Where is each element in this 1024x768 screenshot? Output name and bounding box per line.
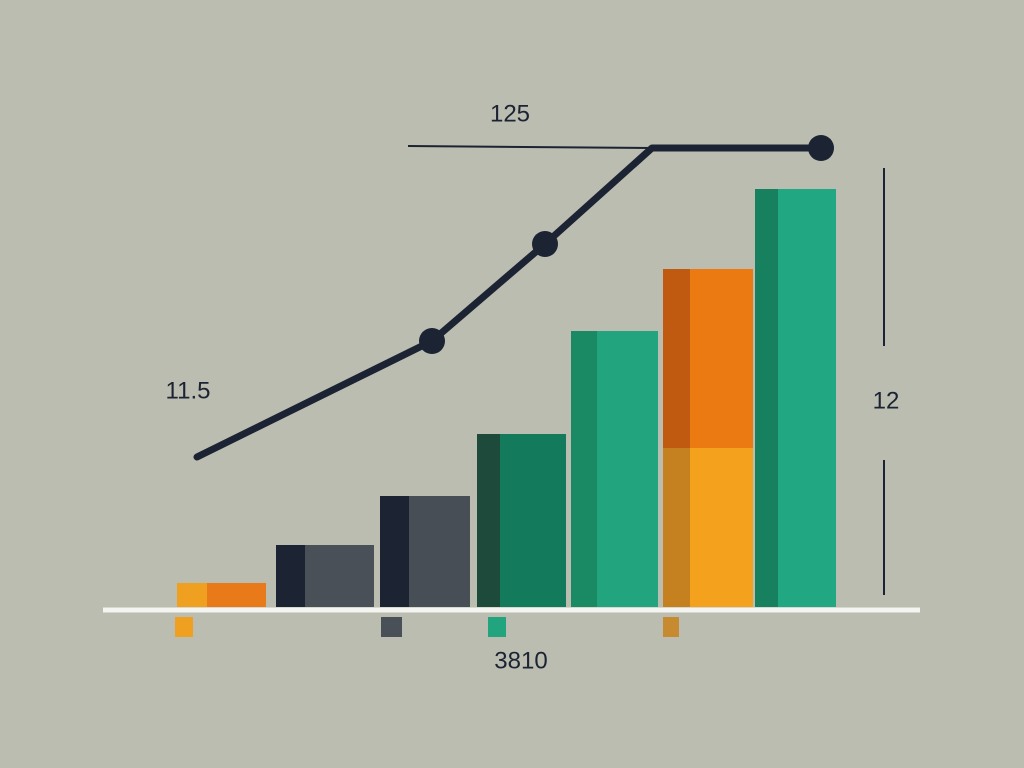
label: 3810 <box>494 647 547 674</box>
marker <box>663 617 679 637</box>
bar-side <box>571 331 597 607</box>
bar-side <box>663 448 690 607</box>
bar <box>409 496 470 607</box>
dot <box>419 328 445 354</box>
bar-side <box>380 496 409 607</box>
bars <box>177 189 836 607</box>
bar <box>305 545 374 607</box>
bar <box>690 269 753 448</box>
bar <box>500 434 566 607</box>
marker <box>175 617 193 637</box>
bar <box>690 448 753 607</box>
guide-line <box>407 145 653 149</box>
bar-side <box>755 189 778 607</box>
bar-side <box>663 269 690 448</box>
bar <box>597 331 658 607</box>
bar-side <box>177 583 207 607</box>
bar-side <box>276 545 305 607</box>
dot <box>808 135 834 161</box>
bar <box>778 189 836 607</box>
marker <box>381 617 402 637</box>
bar <box>207 583 266 607</box>
label: 12 <box>873 387 900 414</box>
marker <box>488 617 506 637</box>
legend-squares <box>175 617 679 637</box>
bar-side <box>477 434 500 607</box>
label: 11.5 <box>166 377 211 404</box>
label: 125 <box>490 100 530 127</box>
dot <box>532 231 558 257</box>
